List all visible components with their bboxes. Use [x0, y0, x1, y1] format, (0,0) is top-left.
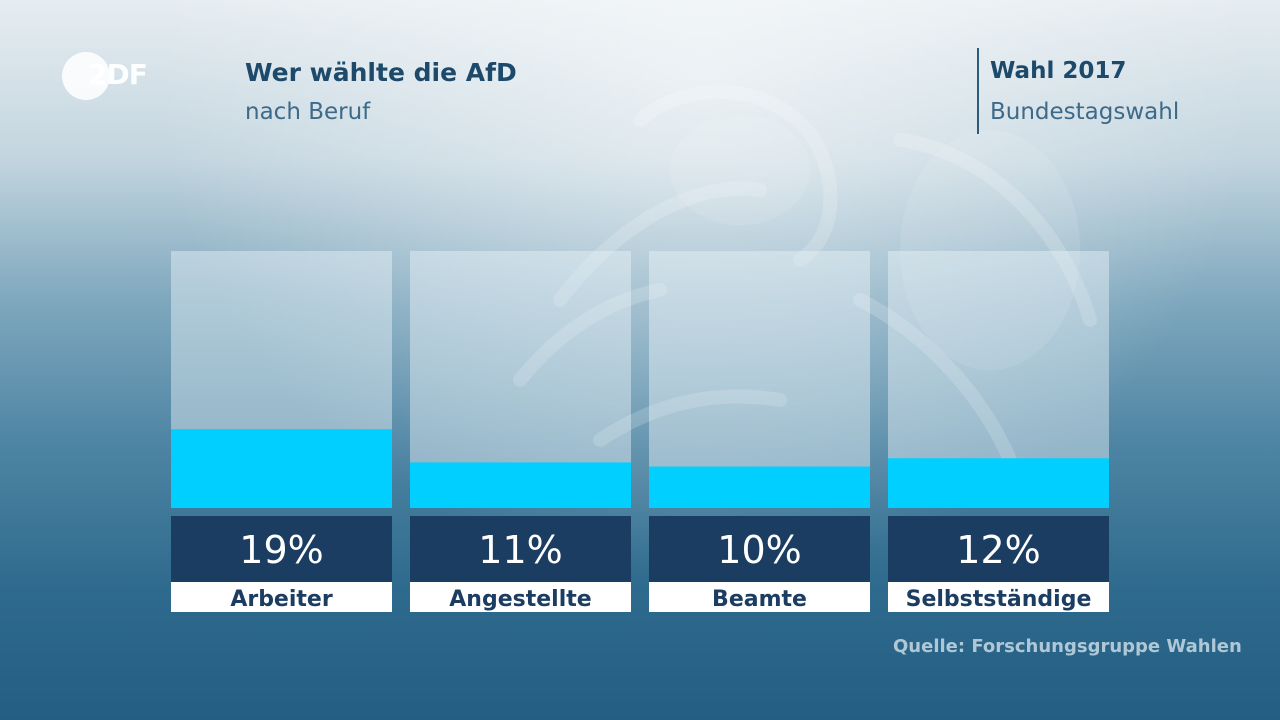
category-box-angestellte — [410, 582, 631, 612]
value-label-beamte: 10% — [717, 528, 801, 572]
value-label-angestellte: 11% — [478, 528, 562, 572]
value-box-beamte — [649, 516, 870, 582]
bar-angestellte — [410, 462, 631, 508]
value-label-arbeiter: 19% — [239, 528, 323, 572]
header-divider — [977, 48, 979, 134]
category-label-arbeiter: Arbeiter — [230, 587, 333, 612]
bar-arbeiter — [171, 429, 392, 508]
value-label-selbstst-ndige: 12% — [956, 528, 1040, 572]
value-box-angestellte — [410, 516, 631, 582]
source-note: Quelle: Forschungsgruppe Wahlen — [893, 636, 1242, 657]
bar-beamte — [649, 466, 870, 508]
bar-track-beamte — [649, 251, 870, 508]
bar-selbstst-ndige — [888, 458, 1109, 508]
election-title: Wahl 2017 — [990, 58, 1127, 84]
category-label-selbstst-ndige: Selbstständige — [906, 587, 1092, 612]
election-subtitle: Bundestagswahl — [990, 99, 1180, 125]
chart-subtitle: nach Beruf — [245, 99, 371, 125]
chart-title: Wer wählte die AfD — [245, 58, 517, 87]
value-box-arbeiter — [171, 516, 392, 582]
zdf-logo-text: 2DF — [88, 58, 148, 91]
zdf-logo — [62, 52, 110, 100]
category-label-angestellte: Angestellte — [449, 587, 591, 612]
category-box-selbstst-ndige — [888, 582, 1109, 612]
value-box-selbstst-ndige — [888, 516, 1109, 582]
category-box-beamte — [649, 582, 870, 612]
category-box-arbeiter — [171, 582, 392, 612]
category-label-beamte: Beamte — [712, 587, 807, 612]
